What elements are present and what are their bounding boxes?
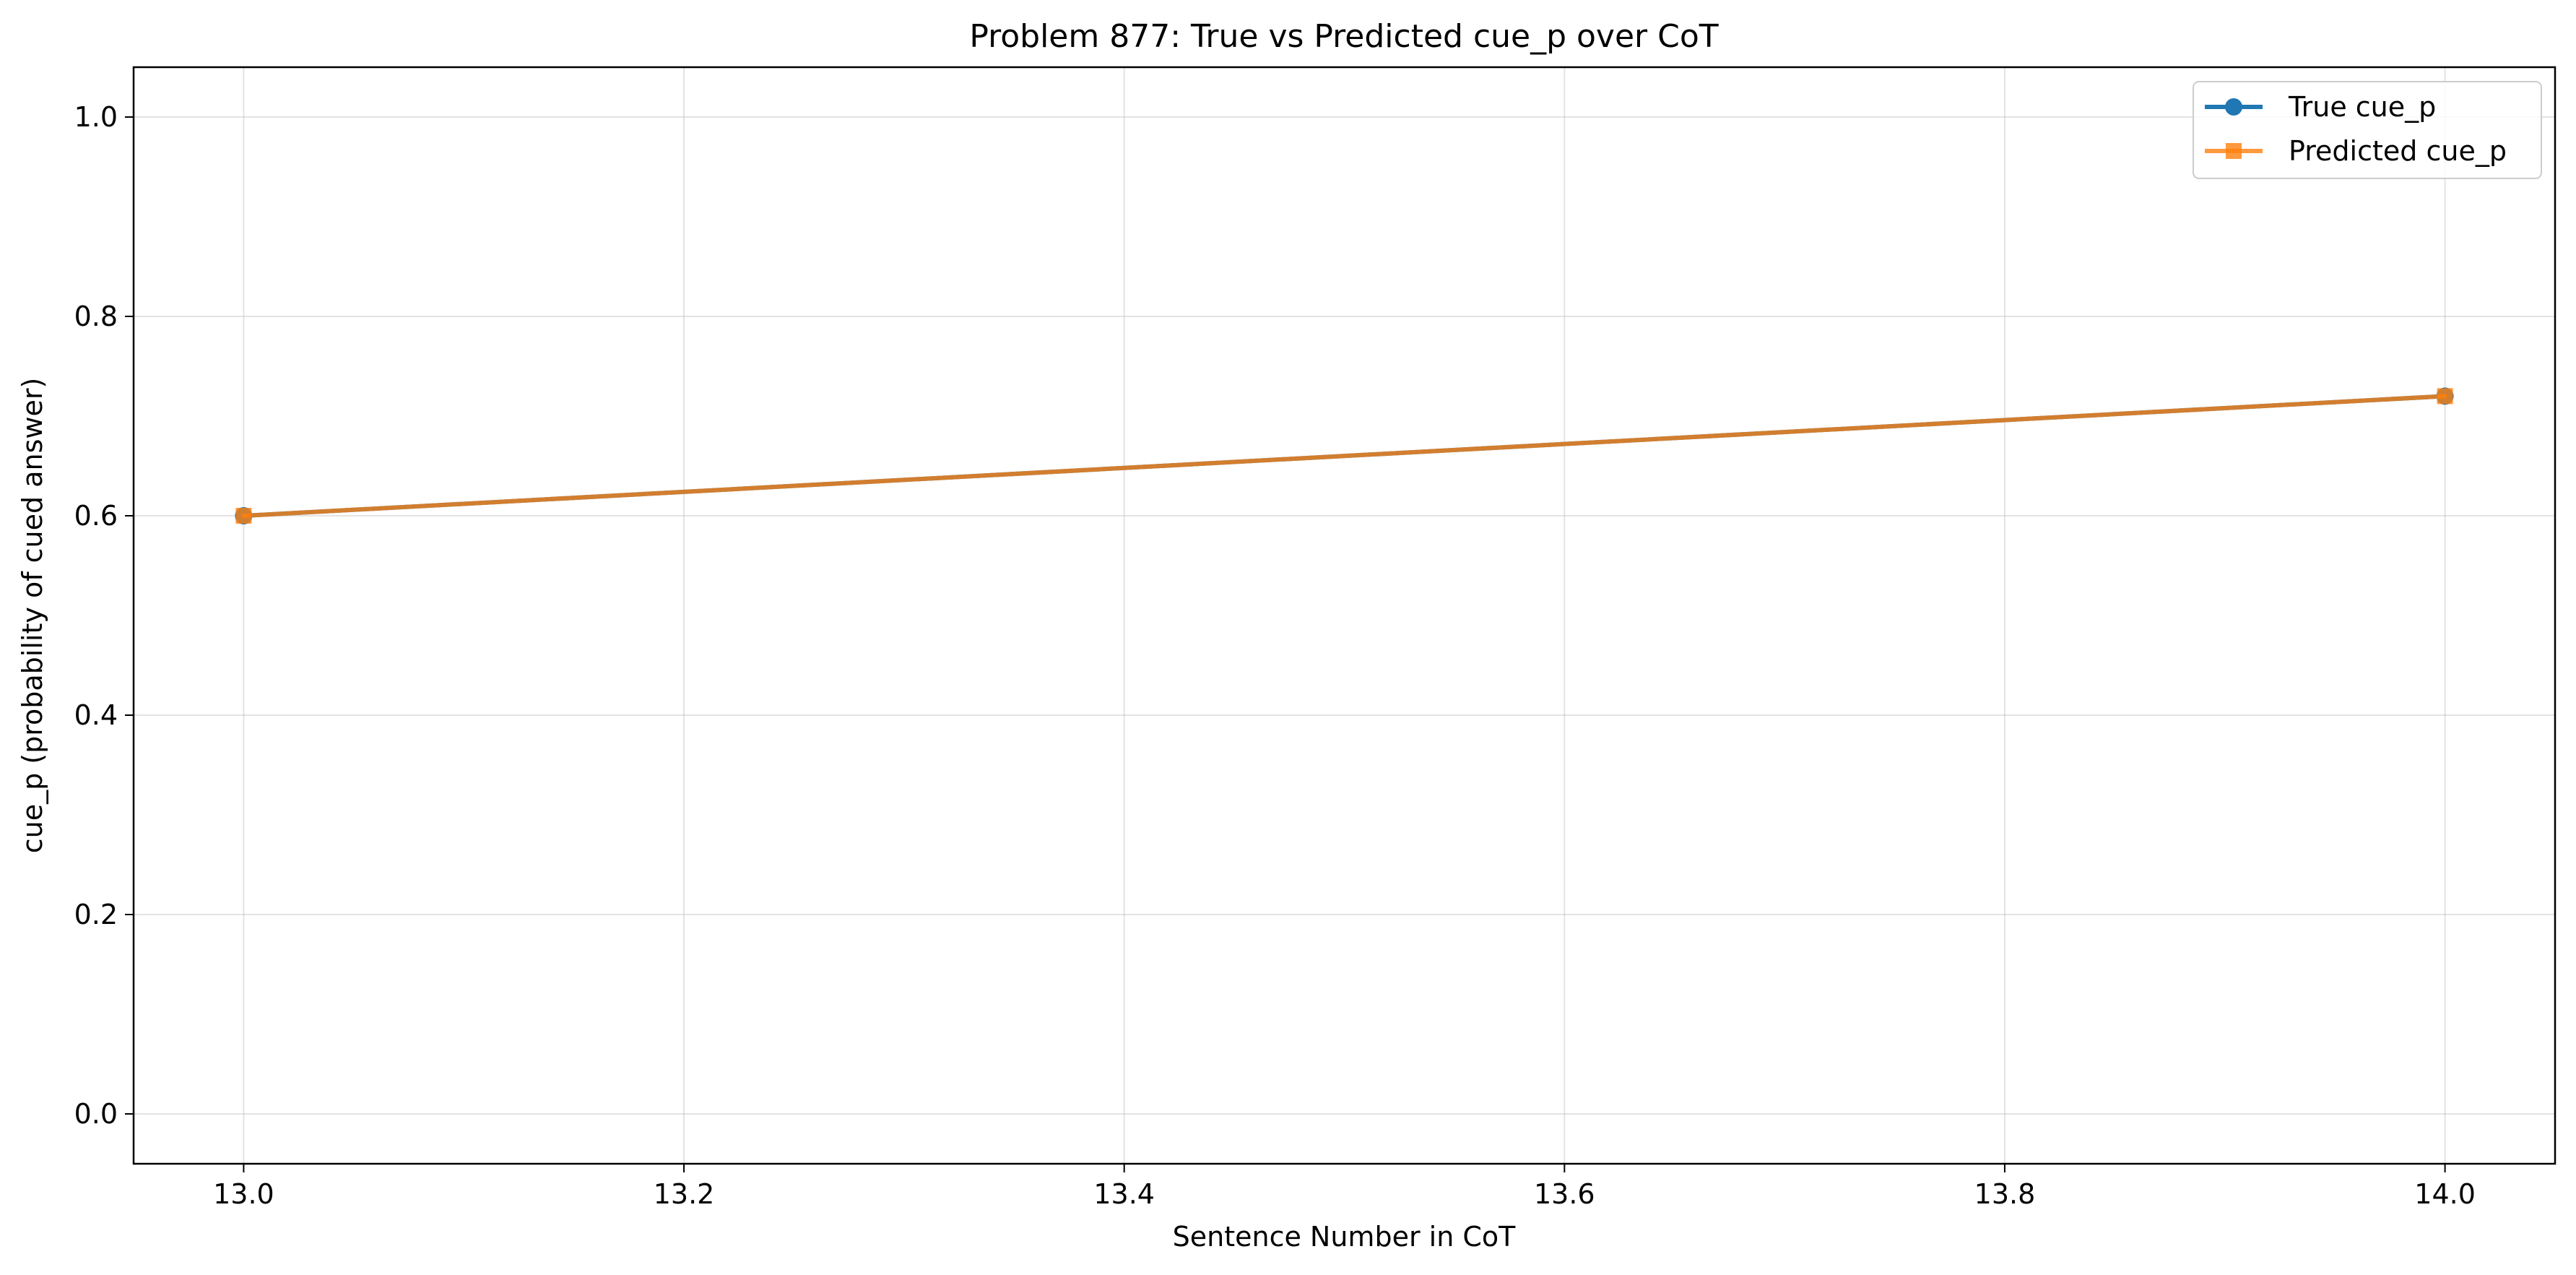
predicted-cue-p-point: [235, 508, 252, 524]
series-group: [235, 387, 2454, 524]
legend-box: [2193, 81, 2542, 179]
y-tick-label: 0.6: [74, 500, 118, 532]
x-tick-label: 13.4: [1093, 1178, 1155, 1210]
y-tick-label: 1.0: [74, 101, 118, 133]
y-axis-label: cue_p (probability of cued answer): [17, 378, 48, 854]
x-tick-label: 14.0: [2414, 1178, 2476, 1210]
y-tick-label: 0.0: [74, 1098, 118, 1130]
plot-frame: [132, 66, 2557, 1165]
y-tick-label: 0.2: [74, 899, 118, 930]
x-tick-label: 13.2: [654, 1178, 715, 1210]
y-tick-label: 0.4: [74, 699, 118, 731]
x-tick-label: 13.6: [1534, 1178, 1595, 1210]
chart-title: Problem 877: True vs Predicted cue_p ove…: [969, 18, 1718, 55]
y-tick-label: 0.8: [74, 301, 118, 332]
axis-ticks: 13.0 13.2 13.4 13.6 13.8 14.0 0.0 0.2 0.4 0.6 0.8 1…: [74, 101, 2476, 1210]
legend: True cue_p Predicted cue_p: [2193, 81, 2542, 179]
legend-marker-true-cue-p: [2225, 98, 2242, 116]
x-tick-label: 13.0: [213, 1178, 274, 1210]
x-tick-label: 13.8: [1974, 1178, 2036, 1210]
x-axis-label: Sentence Number in CoT: [1173, 1221, 1517, 1253]
grid: [134, 67, 2555, 1164]
legend-marker-predicted-cue-p: [2226, 143, 2242, 159]
predicted-cue-p-line: [241, 394, 2447, 518]
legend-label-predicted-cue-p: Predicted cue_p: [2289, 135, 2507, 167]
legend-label-true-cue-p: True cue_p: [2288, 91, 2436, 123]
predicted-cue-p-point: [2437, 388, 2453, 405]
